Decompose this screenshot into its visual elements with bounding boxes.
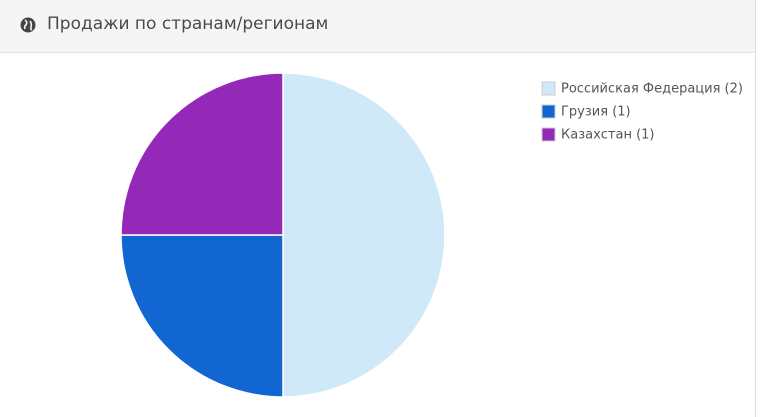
- legend-swatch: [541, 81, 556, 96]
- panel-header: Продажи по странам/регионам: [0, 0, 755, 53]
- pie-chart: Российская Федерация (2) Грузия (1) Казахс…: [120, 72, 743, 398]
- legend-swatch: [541, 104, 556, 119]
- pie-slice: [282, 72, 446, 398]
- pie-slice: [120, 72, 284, 236]
- legend-swatch: [541, 127, 556, 142]
- globe-icon: [20, 17, 36, 33]
- legend-label: Казахстан (1): [561, 128, 655, 143]
- legend-label: Российская Федерация (2): [561, 82, 743, 97]
- legend-label: Грузия (1): [561, 105, 631, 120]
- pie-slice: [120, 234, 284, 398]
- panel-title: Продажи по странам/регионам: [47, 14, 329, 34]
